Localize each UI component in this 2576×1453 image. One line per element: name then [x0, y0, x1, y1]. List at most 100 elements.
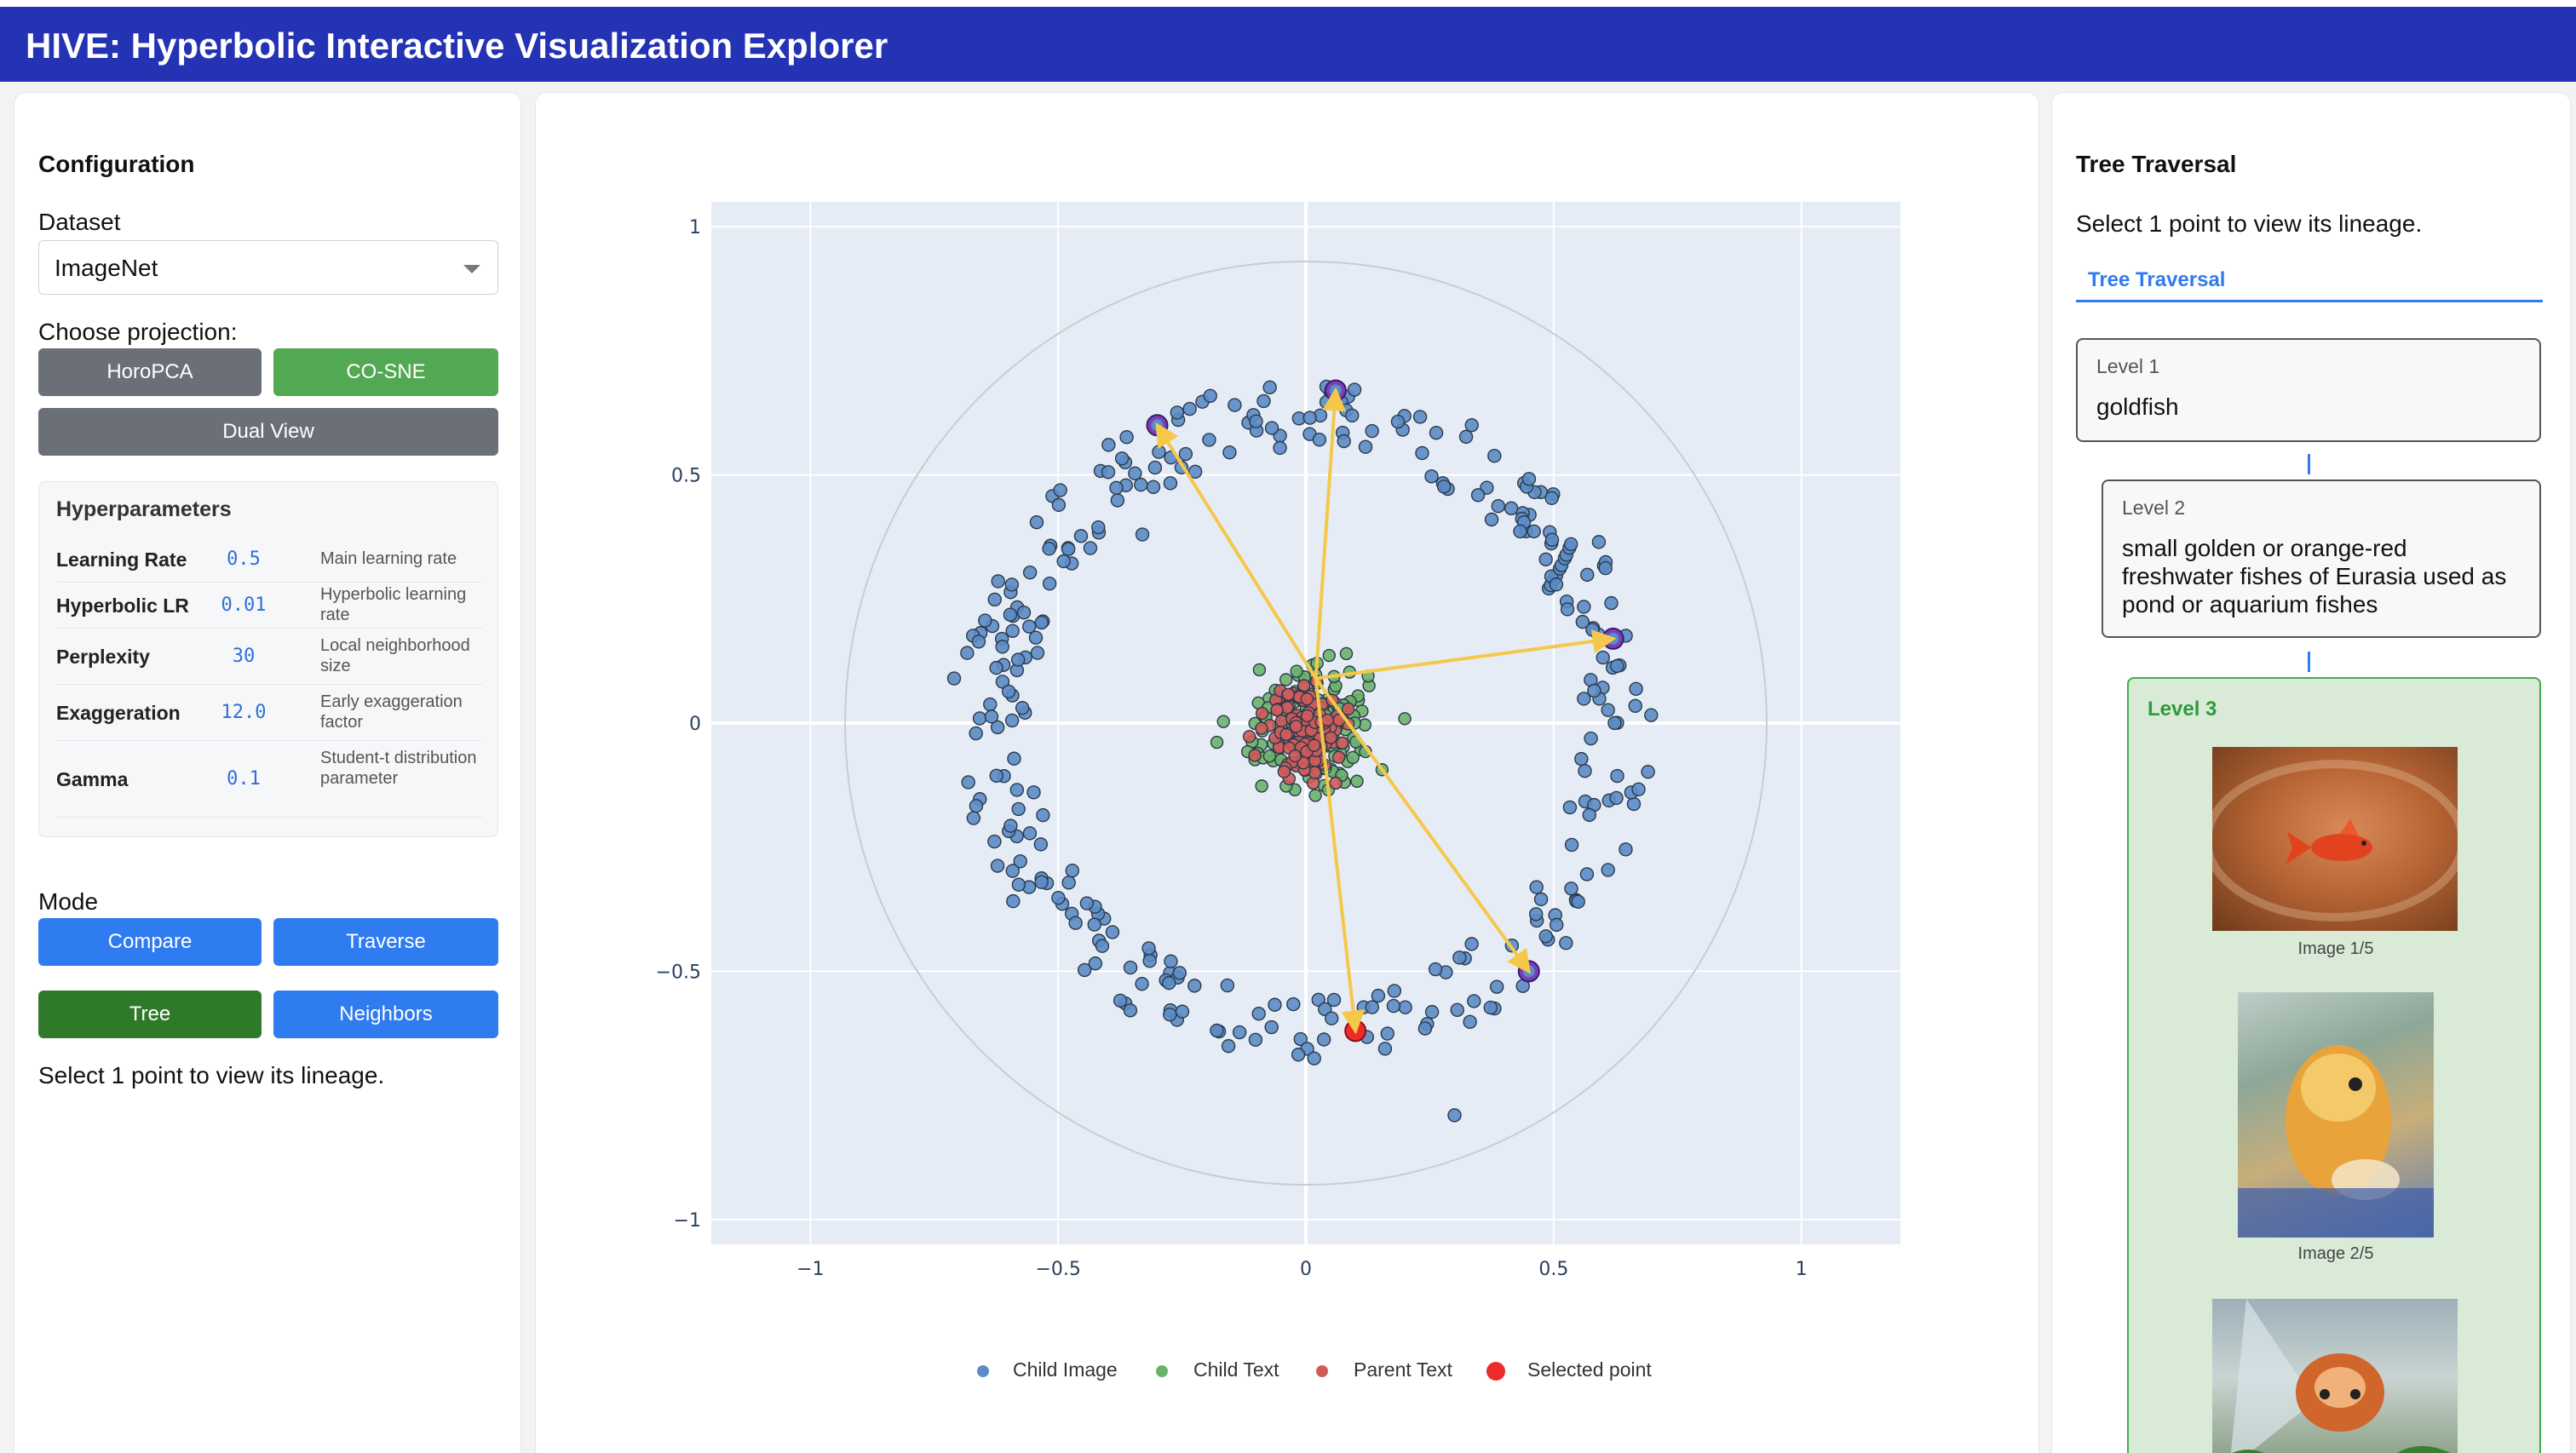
child-image-point — [1609, 790, 1624, 806]
parent-text-point — [1281, 687, 1296, 702]
tree-button[interactable]: Tree — [38, 991, 262, 1038]
child-image-point — [1101, 465, 1116, 480]
hyperparam-desc: Student-t distribution parameter — [320, 749, 477, 788]
parent-text-point — [1320, 713, 1335, 727]
child-image-point — [1110, 493, 1125, 508]
hyperparam-value[interactable]: 0.01 — [221, 594, 267, 616]
legend-child-text[interactable]: Child Text — [1193, 1358, 1279, 1381]
child-image-point — [1015, 700, 1030, 715]
traverse-button[interactable]: Traverse — [273, 918, 498, 966]
parent-text-point — [1331, 750, 1346, 764]
child-image-point — [1533, 892, 1549, 907]
child-text-point — [1339, 646, 1354, 661]
child-text-point — [1322, 648, 1337, 663]
child-image-point — [1596, 650, 1610, 665]
child-image-point — [1544, 491, 1559, 506]
child-image-point — [1101, 438, 1116, 452]
hyperparam-value[interactable]: 0.5 — [227, 548, 261, 570]
legend-selected-point[interactable]: Selected point — [1527, 1358, 1652, 1381]
child-image-point — [1175, 1004, 1190, 1019]
child-image-point — [1316, 1032, 1331, 1047]
hyperparam-value[interactable]: 12.0 — [221, 702, 267, 723]
child-image-point — [1464, 417, 1479, 433]
child-image-point — [1464, 937, 1479, 951]
y-tick-label: −1 — [674, 1210, 701, 1232]
image-thumbnail[interactable] — [2212, 1299, 2458, 1453]
child-image-point — [1326, 992, 1342, 1008]
child-image-point — [983, 697, 998, 712]
child-image-point — [1109, 480, 1124, 496]
level-3-card: Level 3 Image 1/5 Image 2/5 — [2127, 677, 2541, 1453]
child-image-point — [1087, 917, 1101, 932]
child-image-point — [1467, 994, 1481, 1008]
child-image-point — [1004, 577, 1020, 592]
lineage-arrow — [1155, 422, 1318, 680]
child-image-point — [1380, 1026, 1394, 1041]
child-image-point — [1538, 552, 1553, 566]
level-1-card[interactable]: Level 1 goldfish — [2076, 338, 2541, 442]
child-image-point — [1033, 837, 1049, 852]
x-tick-label: −1 — [796, 1259, 824, 1280]
child-image-point — [1562, 800, 1578, 815]
child-image-point — [1034, 615, 1049, 630]
parent-text-point — [1279, 727, 1293, 742]
parent-text-point — [1242, 730, 1256, 744]
parent-text-point — [1324, 731, 1337, 744]
child-image-point — [1604, 595, 1619, 611]
lineage-arrow — [1314, 387, 1347, 679]
cosne-button[interactable]: CO-SNE — [273, 348, 498, 396]
child-text-point — [1262, 749, 1277, 763]
dual-view-button[interactable]: Dual View — [38, 408, 498, 456]
legend-parent-text[interactable]: Parent Text — [1354, 1358, 1452, 1381]
child-image-point — [1007, 751, 1021, 766]
child-image-point — [1550, 917, 1564, 933]
hyperparam-value[interactable]: 30 — [232, 646, 256, 667]
hyperparam-value[interactable]: 0.1 — [227, 768, 261, 790]
parent-text-point — [1329, 776, 1343, 790]
child-image-point — [1268, 997, 1282, 1012]
child-image-point — [961, 775, 975, 790]
child-image-point — [1264, 421, 1279, 435]
neighbors-button[interactable]: Neighbors — [273, 991, 498, 1038]
child-image-point — [1119, 430, 1134, 445]
child-image-point — [1182, 401, 1197, 416]
child-image-point — [1504, 501, 1519, 516]
child-image-point — [1387, 984, 1402, 998]
horopca-button[interactable]: HoroPCA — [38, 348, 262, 396]
child-image-point — [1061, 542, 1076, 557]
dataset-label: Dataset — [38, 209, 121, 235]
parent-text-point — [1270, 703, 1284, 717]
parent-text-point — [1255, 721, 1268, 735]
compare-button[interactable]: Compare — [38, 918, 262, 966]
child-image-point — [1580, 567, 1595, 583]
child-image-point — [1549, 577, 1564, 592]
child-image-point — [1521, 472, 1537, 486]
child-image-point — [1022, 826, 1038, 841]
child-image-point — [1491, 499, 1506, 514]
image-thumbnail[interactable] — [2212, 747, 2458, 931]
child-image-point — [1256, 393, 1271, 409]
child-image-point — [989, 660, 1003, 675]
dataset-select-value: ImageNet — [55, 255, 158, 281]
child-image-point — [1452, 950, 1467, 965]
child-image-point — [1172, 966, 1187, 980]
child-image-point — [1587, 683, 1601, 698]
child-image-point — [1390, 414, 1406, 429]
level-1-title: Level 1 — [2096, 355, 2160, 377]
image-thumbnail[interactable] — [2238, 992, 2434, 1238]
hyperbolic-scatter-plot[interactable]: −1 −0.5 0 0.5 1 −1 −0.5 0 0.5 1 — [536, 93, 2040, 1453]
child-image-point — [1345, 408, 1360, 423]
level-2-card[interactable]: Level 2 small golden or orange-red fresh… — [2102, 480, 2541, 638]
tab-tree-traversal[interactable]: Tree Traversal — [2088, 268, 2226, 291]
child-image-point — [969, 726, 983, 741]
child-image-point — [1091, 520, 1106, 535]
tree-connector — [2308, 652, 2310, 672]
tree-tabbar: Tree Traversal — [2076, 263, 2543, 302]
legend-child-image[interactable]: Child Image — [1013, 1358, 1118, 1381]
level-2-text-line: pond or aquarium fishes — [2122, 591, 2378, 617]
hyperparam-row: Gamma 0.1 Student-t distribution paramet… — [56, 741, 482, 818]
child-image-point — [1146, 480, 1161, 494]
configuration-panel: Configuration Dataset ImageNet Choose pr… — [14, 92, 521, 1453]
dataset-select[interactable]: ImageNet — [38, 240, 498, 295]
child-image-point — [1163, 476, 1178, 491]
